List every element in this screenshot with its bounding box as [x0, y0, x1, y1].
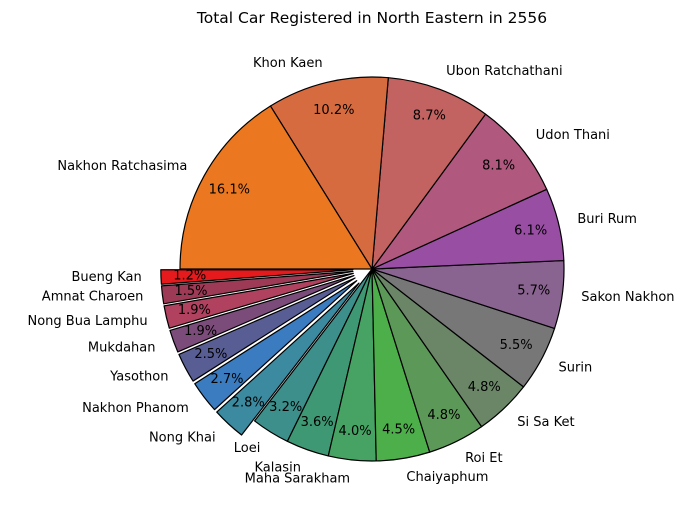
pie-slice-yasothon — [178, 277, 356, 382]
slice-label-udon-thani: Udon Thani — [536, 128, 610, 143]
slice-label-roi-et: Roi Et — [465, 451, 502, 466]
slice-label-nong-bua-lamphu: Nong Bua Lamphu — [27, 314, 147, 329]
pct-label-surin: 5.5% — [500, 338, 533, 353]
slice-label-sakon-nakhon: Sakon Nakhon — [581, 290, 674, 305]
pct-label-ubon-ratchathani: 8.7% — [413, 109, 446, 124]
pct-label-amnat-charoen: 1.5% — [174, 284, 207, 299]
percent-labels: 1.2%1.5% 1.9% 1.9% 2.5% 2.7% 2.8% 3.2%3.6% 4.0%… — [173, 103, 550, 439]
pct-label-roi-et: 4.8% — [427, 408, 460, 423]
slice-label-loei: Loei — [234, 441, 261, 456]
slice-label-nakhon-ratchasima: Nakhon Ratchasima — [57, 159, 187, 174]
pct-label-chaiyaphum: 4.5% — [382, 423, 415, 438]
pie-slice-nakhon-phanom — [194, 280, 358, 411]
pie-slice-mukdahan — [169, 274, 355, 353]
pie-wedges — [160, 76, 565, 462]
pct-label-yasothon: 2.5% — [194, 347, 227, 362]
slice-label-nakhon-phanom: Nakhon Phanom — [82, 401, 189, 416]
pie-slice-amnat-charoen — [160, 270, 354, 305]
pct-label-nakhon-phanom: 2.7% — [210, 372, 243, 387]
slice-label-bueng-kan: Bueng Kan — [71, 270, 141, 285]
pie-slice-udon-thani — [371, 113, 548, 270]
pct-label-buri-rum: 6.1% — [514, 223, 547, 238]
pct-label-udon-thani: 8.1% — [482, 158, 515, 173]
pie-slice-nong-bua-lamphu — [163, 272, 354, 329]
slice-label-ubon-ratchathani: Ubon Ratchathani — [446, 64, 562, 79]
pct-label-kalasin: 3.6% — [301, 415, 334, 430]
slice-label-yasothon: Yasothon — [109, 370, 168, 385]
slice-label-si-sa-ket: Si Sa Ket — [517, 415, 574, 430]
slice-label-nong-khai: Nong Khai — [149, 431, 216, 446]
pie-slice-nong-khai — [216, 282, 360, 436]
pct-label-loei: 3.2% — [269, 400, 302, 415]
pct-label-bueng-kan: 1.2% — [173, 268, 206, 283]
slice-label-chaiyaphum: Chaiyaphum — [406, 470, 488, 485]
pct-label-mukdahan: 1.9% — [184, 324, 217, 339]
pie-slice-bueng-kan — [160, 269, 354, 285]
slice-label-mukdahan: Mukdahan — [88, 340, 156, 355]
chart-title: Total Car Registered in North Eastern in… — [196, 9, 547, 27]
pct-label-maha-sarakham: 4.0% — [339, 424, 372, 439]
pct-label-nakhon-ratchasima: 16.1% — [209, 182, 250, 197]
pct-label-nong-khai: 2.8% — [232, 395, 265, 410]
slice-label-amnat-charoen: Amnat Charoen — [42, 290, 144, 305]
pct-label-nong-bua-lamphu: 1.9% — [178, 303, 211, 318]
slice-labels: Bueng Kan Amnat Charoen Nong Bua Lamphu Muk… — [27, 56, 674, 486]
slice-label-buri-rum: Buri Rum — [577, 212, 637, 227]
pct-label-khon-kaen: 10.2% — [313, 103, 354, 118]
slice-label-surin: Surin — [559, 361, 593, 376]
pct-label-sakon-nakhon: 5.7% — [517, 284, 550, 299]
pie-slice-ubon-ratchathani — [371, 77, 487, 270]
pie-slice-nakhon-ratchasima — [179, 105, 373, 270]
slice-label-khon-kaen: Khon Kaen — [253, 56, 323, 71]
slice-label-maha-sarakham: Maha Sarakham — [245, 472, 350, 487]
slice-label-kalasin: Kalasin — [254, 460, 300, 475]
pct-label-si-sa-ket: 4.8% — [468, 380, 501, 395]
pie-slice-khon-kaen — [269, 76, 389, 270]
